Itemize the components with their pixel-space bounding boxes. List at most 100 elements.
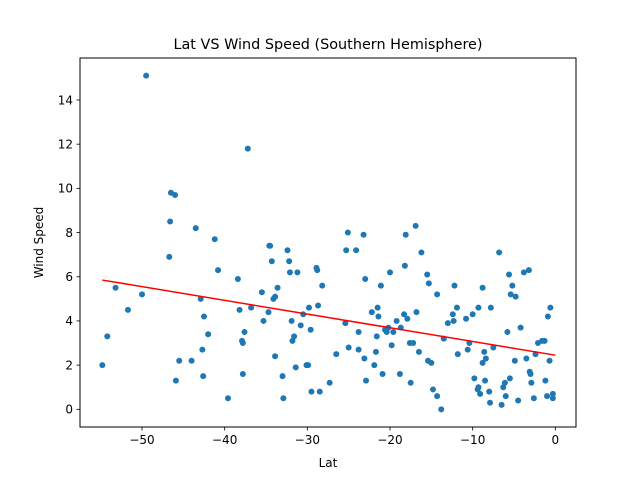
y-axis-title: Wind Speed — [32, 207, 46, 279]
data-point-98 — [410, 340, 417, 347]
points-layer — [99, 72, 556, 413]
data-point-0 — [143, 72, 150, 79]
regression-line — [102, 279, 556, 356]
data-point-17 — [199, 346, 206, 353]
data-point-112 — [444, 320, 451, 327]
data-point-31 — [260, 317, 267, 324]
data-point-60 — [316, 388, 323, 395]
data-point-47 — [291, 333, 298, 340]
data-point-89 — [393, 317, 400, 324]
data-point-6 — [99, 362, 106, 369]
data-point-67 — [345, 344, 352, 351]
data-point-69 — [355, 328, 362, 335]
data-point-141 — [504, 328, 511, 335]
data-point-3 — [172, 191, 179, 198]
data-point-147 — [511, 357, 518, 364]
data-point-160 — [541, 337, 548, 344]
data-point-27 — [241, 328, 248, 335]
y-tick-label-4: 8 — [65, 226, 73, 240]
data-point-54 — [305, 362, 312, 369]
data-point-49 — [294, 269, 301, 276]
data-point-28 — [239, 370, 246, 377]
x-tick-label-5: 0 — [552, 433, 560, 447]
data-point-10 — [139, 291, 145, 298]
data-point-90 — [396, 370, 403, 377]
y-tick-label-1: 2 — [65, 358, 73, 372]
data-point-100 — [413, 309, 420, 316]
x-axis-title: Lat — [319, 456, 338, 470]
data-point-163 — [544, 313, 551, 320]
data-point-150 — [520, 269, 527, 276]
data-point-108 — [434, 291, 441, 298]
data-point-8 — [112, 284, 119, 291]
data-point-37 — [272, 293, 279, 300]
data-point-29 — [248, 304, 255, 311]
data-point-105 — [425, 280, 432, 287]
data-point-97 — [407, 379, 414, 386]
data-point-135 — [490, 344, 497, 351]
data-point-23 — [234, 275, 241, 282]
data-point-139 — [501, 379, 508, 386]
data-point-78 — [374, 304, 381, 311]
data-point-7 — [104, 333, 111, 340]
data-point-58 — [314, 267, 321, 274]
data-point-76 — [371, 362, 378, 369]
data-point-41 — [280, 395, 287, 402]
data-point-51 — [297, 322, 304, 329]
data-point-145 — [509, 282, 516, 289]
data-point-88 — [390, 328, 397, 335]
data-point-119 — [464, 346, 471, 353]
data-point-22 — [224, 395, 231, 402]
data-point-164 — [546, 357, 553, 364]
data-point-132 — [486, 388, 493, 395]
data-point-130 — [482, 377, 489, 384]
data-point-118 — [463, 315, 470, 322]
y-tick-label-5: 10 — [58, 182, 73, 196]
data-point-137 — [498, 401, 505, 408]
data-point-128 — [479, 284, 486, 291]
data-point-63 — [333, 351, 340, 358]
y-tick-label-6: 12 — [58, 137, 73, 151]
data-point-35 — [265, 309, 272, 316]
data-point-82 — [379, 370, 386, 377]
data-point-20 — [211, 236, 218, 243]
data-point-39 — [272, 353, 279, 360]
data-point-68 — [353, 247, 360, 254]
data-point-42 — [284, 247, 291, 254]
x-tick-label-1: −40 — [212, 433, 237, 447]
data-point-113 — [449, 311, 456, 318]
data-point-109 — [434, 393, 441, 400]
y-tick-label-2: 4 — [65, 314, 73, 328]
data-point-156 — [530, 395, 537, 402]
data-point-30 — [258, 289, 265, 296]
data-point-55 — [307, 326, 314, 333]
data-point-95 — [404, 315, 411, 322]
data-point-136 — [496, 249, 503, 256]
data-point-154 — [527, 370, 534, 377]
data-point-13 — [188, 357, 195, 364]
data-point-142 — [506, 271, 513, 278]
data-point-144 — [507, 291, 514, 298]
data-point-77 — [372, 348, 379, 355]
data-point-59 — [315, 302, 322, 309]
data-point-5 — [166, 253, 173, 260]
data-point-149 — [517, 324, 524, 331]
data-point-92 — [401, 311, 408, 318]
data-point-33 — [267, 242, 274, 249]
plot-frame — [79, 57, 577, 428]
x-tick-label-2: −30 — [295, 433, 320, 447]
data-point-115 — [450, 317, 457, 324]
data-point-56 — [308, 388, 315, 395]
data-point-80 — [373, 333, 380, 340]
data-point-99 — [412, 222, 419, 229]
data-point-94 — [401, 262, 408, 269]
data-point-11 — [176, 357, 183, 364]
data-point-16 — [201, 313, 207, 320]
data-point-167 — [549, 395, 556, 402]
data-point-4 — [167, 218, 174, 225]
data-point-62 — [326, 379, 333, 386]
data-point-122 — [471, 375, 478, 382]
data-point-107 — [429, 386, 436, 393]
data-point-165 — [547, 304, 554, 311]
